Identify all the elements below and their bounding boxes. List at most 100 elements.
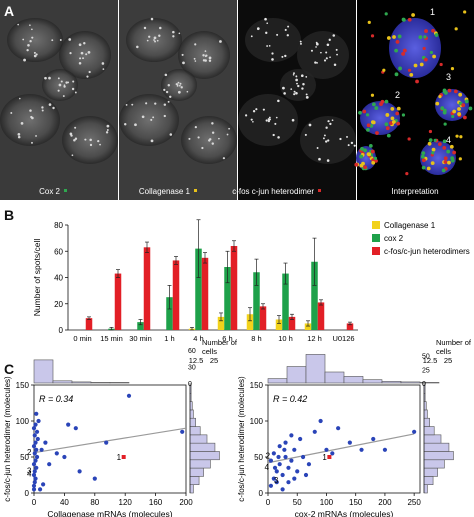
fluorescent-spot bbox=[301, 87, 304, 90]
fluorescent-spot bbox=[31, 116, 34, 120]
data-point bbox=[73, 426, 78, 431]
fluorescent-spot bbox=[84, 138, 87, 141]
data-point bbox=[280, 472, 285, 478]
cell-number-3: 3 bbox=[446, 72, 451, 82]
x-tick-label: 15 min bbox=[100, 334, 123, 343]
y-tick-label: 150 bbox=[250, 381, 264, 390]
transcript-spot bbox=[431, 151, 435, 155]
fluorescent-spot bbox=[48, 76, 51, 80]
panel-b: B 0 20 40 60 80 Number of spots/cell 0 min 15 m… bbox=[4, 207, 470, 343]
highlight-label: 4 bbox=[265, 463, 270, 472]
fluorescent-spot bbox=[179, 84, 181, 87]
cell-body bbox=[119, 94, 179, 146]
transcript-spot bbox=[413, 63, 418, 68]
fluorescent-spot bbox=[329, 122, 332, 126]
data-point bbox=[31, 426, 37, 431]
transcript-spot bbox=[458, 92, 463, 97]
histogram-axis-label: cells bbox=[202, 347, 217, 356]
fluorescent-spot bbox=[265, 31, 268, 35]
fluorescent-spot bbox=[293, 90, 296, 93]
fluorescent-spot bbox=[154, 102, 157, 105]
data-point bbox=[31, 472, 37, 478]
fluorescent-spot bbox=[180, 86, 183, 89]
right-histogram-bar bbox=[423, 451, 454, 461]
fluorescent-spot bbox=[20, 121, 24, 125]
legend-swatch bbox=[372, 247, 380, 255]
transcript-spot bbox=[461, 103, 466, 108]
fluorescent-spot bbox=[177, 90, 181, 94]
transcript-spot bbox=[385, 126, 390, 131]
fluorescent-spot bbox=[299, 42, 302, 45]
x-tick-label: 80 bbox=[90, 498, 99, 507]
fluorescent-spot bbox=[310, 49, 313, 52]
x-tick-label: 8 h bbox=[251, 334, 261, 343]
transcript-spot bbox=[432, 54, 436, 59]
right-histogram-bar bbox=[189, 426, 201, 436]
data-point bbox=[268, 483, 274, 488]
transcript-spot bbox=[373, 156, 378, 160]
fluorescent-spot bbox=[78, 61, 82, 65]
fluorescent-spot bbox=[316, 147, 319, 149]
transcript-spot bbox=[429, 50, 433, 55]
fluorescent-spot bbox=[156, 39, 159, 42]
bar bbox=[224, 267, 231, 330]
transcript-spot bbox=[428, 129, 433, 134]
fluorescent-spot bbox=[186, 90, 189, 93]
panel-label-b: B bbox=[4, 207, 14, 223]
trend-line bbox=[33, 427, 187, 454]
highlight-label: 2 bbox=[27, 448, 32, 457]
fluorescent-spot bbox=[74, 126, 77, 129]
transcript-spot bbox=[397, 34, 402, 39]
fluorescent-spot bbox=[353, 144, 356, 147]
histogram-axis-label: Number of bbox=[436, 338, 472, 347]
right-histogram-bar bbox=[423, 401, 427, 411]
data-point bbox=[31, 483, 37, 488]
caption-cox2: Cox 2 bbox=[39, 187, 60, 196]
highlight-label: 4 bbox=[27, 470, 32, 479]
fluorescent-spot bbox=[193, 57, 196, 60]
fluorescent-spot bbox=[323, 59, 327, 62]
fluorescent-spot bbox=[51, 39, 54, 42]
fluorescent-spot bbox=[63, 84, 66, 87]
data-point bbox=[31, 462, 37, 467]
transcript-spot bbox=[442, 145, 447, 150]
fluorescent-spot bbox=[165, 90, 169, 94]
fluorescent-spot bbox=[41, 106, 44, 109]
x-tick-label: 100 bbox=[320, 498, 334, 507]
transcript-spot bbox=[459, 135, 463, 139]
transcript-spot bbox=[418, 35, 423, 40]
x-tick-label: 160 bbox=[149, 498, 163, 507]
bar bbox=[230, 246, 238, 330]
transcript-spot bbox=[458, 157, 462, 161]
fluorescent-spot bbox=[179, 82, 182, 85]
transcript-spot bbox=[452, 109, 457, 114]
data-point bbox=[306, 462, 312, 467]
bar bbox=[246, 314, 254, 330]
fluorescent-spot bbox=[208, 56, 212, 60]
right-histogram-bar bbox=[189, 401, 193, 411]
data-point bbox=[286, 465, 291, 470]
fluorescent-spot bbox=[347, 144, 350, 147]
fluorescent-spot bbox=[175, 83, 178, 86]
transcript-spot bbox=[441, 168, 446, 173]
transcript-spot bbox=[422, 158, 426, 163]
fluorescent-spot bbox=[41, 109, 44, 112]
data-point bbox=[34, 447, 39, 452]
top-histogram-tick-label: 50 bbox=[422, 354, 430, 361]
fluorescent-spot bbox=[262, 108, 265, 111]
fluorescent-spot bbox=[18, 97, 21, 100]
transcript-spot bbox=[449, 144, 454, 149]
fluorescent-spot bbox=[208, 59, 212, 62]
fluorescent-spot bbox=[172, 35, 175, 38]
transcript-spot bbox=[363, 148, 367, 153]
top-histogram-bar bbox=[71, 381, 92, 384]
cell-body bbox=[59, 31, 111, 79]
fluorescent-spot bbox=[181, 53, 184, 56]
x-tick-label: 0 bbox=[266, 498, 271, 507]
data-point bbox=[34, 429, 40, 434]
highlight-label: 3 bbox=[27, 467, 32, 476]
data-point bbox=[126, 393, 132, 398]
fluorescent-spot bbox=[31, 36, 34, 39]
